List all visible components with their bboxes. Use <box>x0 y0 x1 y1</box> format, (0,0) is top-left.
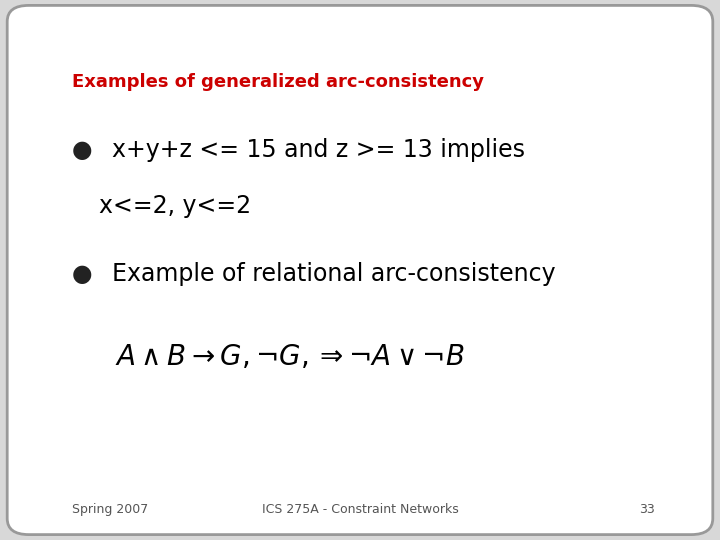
Text: ●: ● <box>72 262 93 286</box>
Text: Example of relational arc-consistency: Example of relational arc-consistency <box>112 262 555 286</box>
Text: ●: ● <box>72 138 93 161</box>
Text: x<=2, y<=2: x<=2, y<=2 <box>99 194 251 218</box>
Text: $A \wedge B \rightarrow G, \neg G, \Rightarrow \neg A \vee \neg B$: $A \wedge B \rightarrow G, \neg G, \Righ… <box>115 343 464 371</box>
Text: ICS 275A - Constraint Networks: ICS 275A - Constraint Networks <box>261 503 459 516</box>
Text: x+y+z <= 15 and z >= 13 implies: x+y+z <= 15 and z >= 13 implies <box>112 138 525 161</box>
Text: 33: 33 <box>639 503 655 516</box>
Text: Spring 2007: Spring 2007 <box>72 503 148 516</box>
Text: Examples of generalized arc-consistency: Examples of generalized arc-consistency <box>72 73 484 91</box>
